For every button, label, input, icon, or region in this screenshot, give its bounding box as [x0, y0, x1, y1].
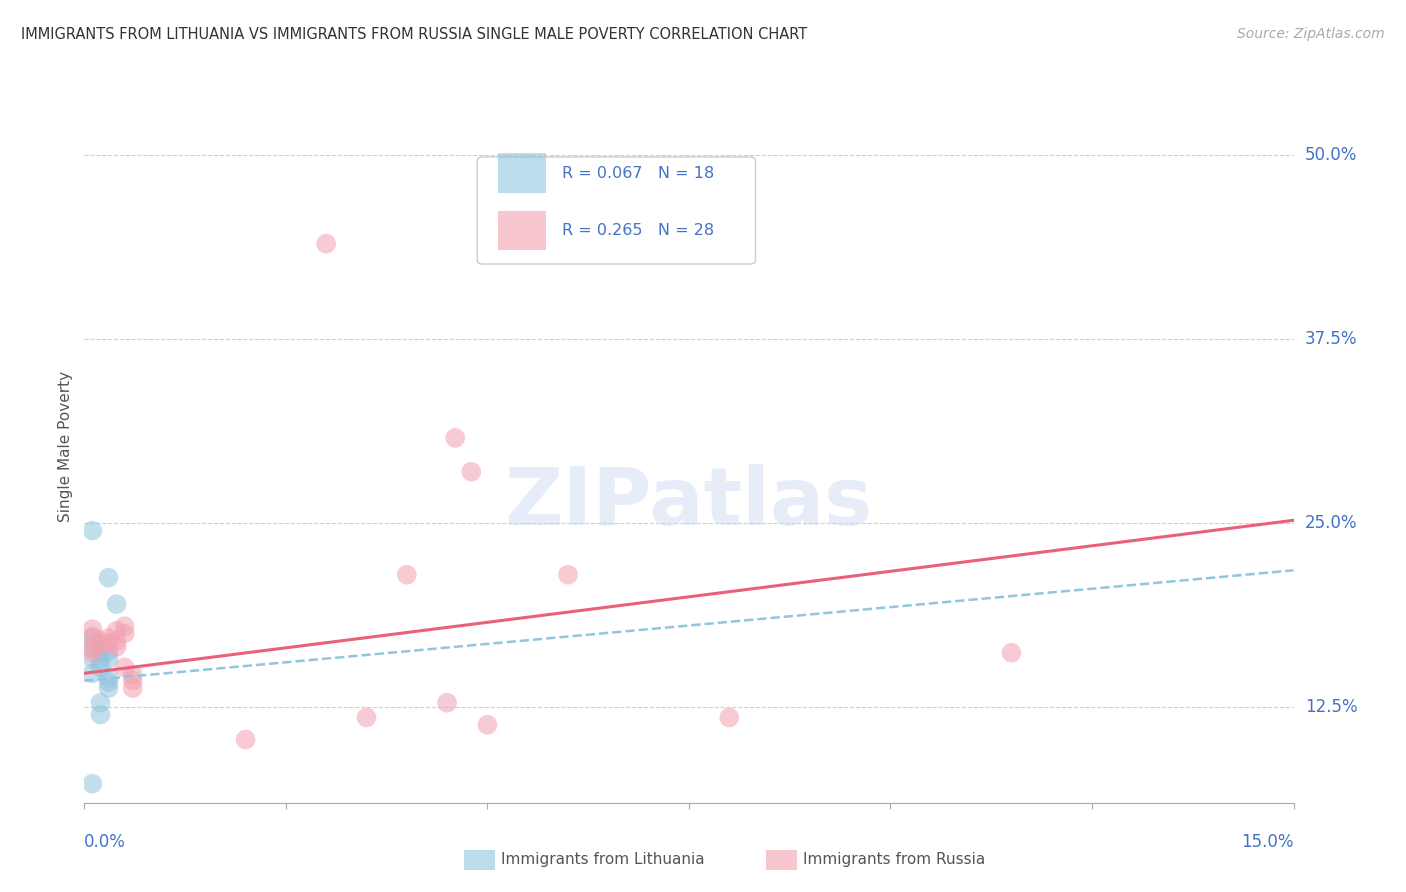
Point	[105, 624, 128, 638]
Point	[557, 567, 579, 582]
Point	[718, 710, 741, 724]
Point	[114, 626, 136, 640]
Point	[82, 777, 104, 791]
Point	[82, 637, 104, 651]
Text: Immigrants from Russia: Immigrants from Russia	[803, 853, 986, 867]
Point	[97, 631, 120, 645]
Point	[105, 634, 128, 648]
Point	[82, 630, 104, 644]
Point	[105, 597, 128, 611]
Y-axis label: Single Male Poverty: Single Male Poverty	[58, 370, 73, 522]
Point	[436, 696, 458, 710]
Point	[89, 637, 111, 651]
Text: IMMIGRANTS FROM LITHUANIA VS IMMIGRANTS FROM RUSSIA SINGLE MALE POVERTY CORRELAT: IMMIGRANTS FROM LITHUANIA VS IMMIGRANTS …	[21, 27, 807, 42]
Text: 37.5%: 37.5%	[1305, 330, 1357, 349]
Point	[82, 651, 104, 665]
Text: R = 0.067   N = 18: R = 0.067 N = 18	[562, 166, 714, 180]
Text: 12.5%: 12.5%	[1305, 698, 1357, 716]
Text: Immigrants from Lithuania: Immigrants from Lithuania	[501, 853, 704, 867]
Point	[82, 631, 104, 645]
Point	[82, 524, 104, 538]
FancyBboxPatch shape	[498, 211, 547, 250]
Point	[89, 634, 111, 648]
Point	[82, 622, 104, 636]
Point	[82, 666, 104, 681]
Point	[97, 671, 120, 685]
Text: 50.0%: 50.0%	[1305, 146, 1357, 164]
Point	[460, 465, 482, 479]
Point	[89, 707, 111, 722]
Text: 15.0%: 15.0%	[1241, 833, 1294, 851]
FancyBboxPatch shape	[478, 157, 755, 264]
Text: R = 0.265   N = 28: R = 0.265 N = 28	[562, 223, 714, 237]
Point	[89, 646, 111, 660]
Point	[121, 673, 143, 688]
Text: 25.0%: 25.0%	[1305, 515, 1357, 533]
Point	[121, 667, 143, 681]
FancyBboxPatch shape	[498, 153, 547, 193]
Point	[121, 681, 143, 695]
Point	[97, 675, 120, 690]
Point	[114, 619, 136, 633]
Point	[97, 681, 120, 695]
Point	[82, 641, 104, 656]
Point	[89, 696, 111, 710]
Point	[315, 236, 337, 251]
Text: ZIPatlas: ZIPatlas	[505, 464, 873, 542]
Point	[97, 651, 120, 665]
Point	[235, 732, 257, 747]
Point	[444, 431, 467, 445]
Point	[105, 640, 128, 654]
Point	[89, 653, 111, 667]
Text: 0.0%: 0.0%	[84, 833, 127, 851]
Point	[356, 710, 378, 724]
Point	[97, 571, 120, 585]
Point	[89, 660, 111, 674]
Point	[1000, 646, 1022, 660]
Point	[395, 567, 418, 582]
Point	[97, 637, 120, 651]
Point	[114, 660, 136, 674]
Point	[97, 644, 120, 658]
Point	[477, 718, 499, 732]
Text: Source: ZipAtlas.com: Source: ZipAtlas.com	[1237, 27, 1385, 41]
Point	[82, 646, 104, 660]
